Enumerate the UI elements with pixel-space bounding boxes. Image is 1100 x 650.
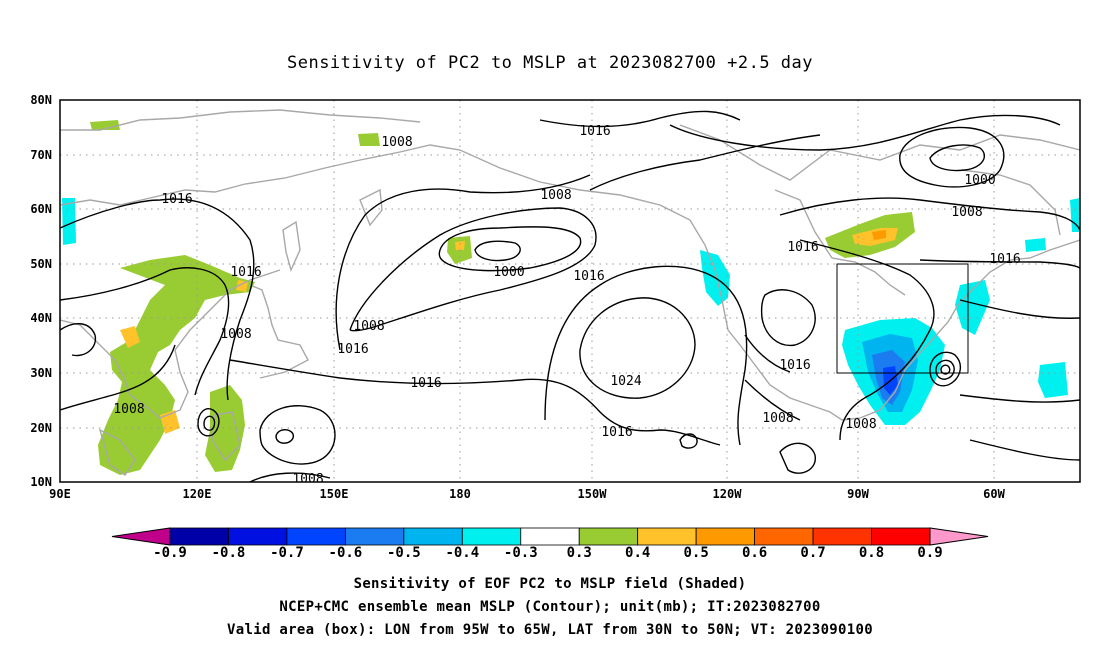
- lon-tick-label: 90E: [49, 487, 71, 501]
- latitude-ticks: 80N 70N 60N 50N 40N 30N 20N 10N: [30, 93, 52, 489]
- lat-tick-label: 10N: [30, 475, 52, 489]
- colorbar-swatch: [461, 527, 522, 546]
- lon-tick-label: 120E: [183, 487, 212, 501]
- valid-area-box: [836, 263, 969, 374]
- colorbar-label: 0.4: [625, 545, 650, 561]
- contour-label: 1016: [573, 269, 604, 284]
- lon-tick-label: 180: [449, 487, 471, 501]
- grid: [60, 100, 1080, 482]
- contour-label: 1008: [845, 417, 876, 432]
- longitude-ticks: 90E 120E 150E 180 150W 120W 90W 60W: [49, 487, 1005, 501]
- contour-label: 1016: [779, 358, 810, 373]
- contour-label: 1016: [230, 265, 261, 280]
- colorbar-swatch: [637, 527, 697, 546]
- colorbar-labels: -0.9 -0.8 -0.7 -0.6 -0.5 -0.4 -0.3 0.3 0.4 0.5 0.6…: [153, 545, 943, 561]
- lat-tick-label: 20N: [30, 421, 52, 435]
- lat-tick-label: 80N: [30, 93, 52, 107]
- lat-tick-label: 30N: [30, 366, 52, 380]
- contour-labels: 1008 1016 1016 1008 1016 1000 1008 1016 …: [113, 124, 1020, 487]
- colorbar-swatch: [169, 527, 229, 546]
- contour-label: 1016: [989, 252, 1020, 267]
- colorbar-arrow-high: [929, 527, 989, 546]
- colorbar-label: -0.9: [153, 545, 187, 561]
- lat-tick-label: 40N: [30, 311, 52, 325]
- colorbar-swatch: [520, 527, 580, 546]
- colorbar-label: 0.9: [917, 545, 942, 561]
- lon-tick-label: 120W: [713, 487, 743, 501]
- colorbar-swatch: [403, 527, 463, 546]
- colorbar-swatch: [871, 527, 931, 546]
- map-frame: [59, 99, 1081, 483]
- colorbar-label: 0.3: [567, 545, 592, 561]
- contour-label: 1016: [161, 192, 192, 207]
- colorbar-label: 0.6: [742, 545, 767, 561]
- colorbar-swatch: [754, 527, 814, 546]
- contour-label: 1016: [337, 342, 368, 357]
- lon-tick-label: 60W: [983, 487, 1005, 501]
- caption-line-1: Sensitivity of EOF PC2 to MSLP field (Sh…: [354, 576, 747, 592]
- colorbar-label: 0.8: [859, 545, 884, 561]
- colorbar-label: -0.4: [445, 545, 479, 561]
- caption-line-2: NCEP+CMC ensemble mean MSLP (Contour); u…: [279, 599, 820, 615]
- colorbar-swatch: [812, 527, 872, 546]
- contour-label: 1016: [410, 376, 441, 391]
- colorbar-label: -0.7: [270, 545, 304, 561]
- lat-tick-label: 60N: [30, 202, 52, 216]
- contour-label: 1008: [220, 327, 251, 342]
- lon-tick-label: 150E: [320, 487, 349, 501]
- colorbar: [111, 527, 989, 546]
- colorbar-label: -0.8: [212, 545, 246, 561]
- colorbar-label: 0.5: [684, 545, 709, 561]
- colorbar-label: -0.5: [387, 545, 421, 561]
- contour-label: 1008: [762, 411, 793, 426]
- colorbar-label: -0.6: [329, 545, 363, 561]
- lat-tick-label: 70N: [30, 148, 52, 162]
- caption-line-3: Valid area (box): LON from 95W to 65W, L…: [227, 622, 873, 638]
- contour-label: 1016: [601, 425, 632, 440]
- contour-label: 1016: [787, 240, 818, 255]
- contour-label: 1024: [610, 374, 641, 389]
- colorbar-swatch: [344, 527, 405, 546]
- contour-label: 1008: [381, 135, 412, 150]
- lon-tick-label: 150W: [578, 487, 608, 501]
- contour-label: 1008: [951, 205, 982, 220]
- colorbar-label: 0.7: [800, 545, 825, 561]
- contour-label: 1008: [353, 319, 384, 334]
- lon-tick-label: 90W: [847, 487, 869, 501]
- contour-label: 1000: [964, 173, 995, 188]
- contour-label: 1000: [493, 265, 524, 280]
- colorbar-arrow-low: [111, 527, 171, 546]
- coastlines: [60, 109, 1080, 476]
- colorbar-swatch: [578, 527, 639, 546]
- colorbar-swatch: [286, 527, 346, 546]
- mslp-contours: [60, 110, 1080, 482]
- colorbar-swatch: [228, 527, 288, 546]
- colorbar-label: -0.3: [504, 545, 538, 561]
- contour-label: 1008: [113, 402, 144, 417]
- contour-label: 1016: [579, 124, 610, 139]
- contour-label: 1008: [292, 472, 323, 487]
- figure-title: Sensitivity of PC2 to MSLP at 2023082700…: [287, 53, 813, 73]
- colorbar-swatch: [695, 527, 756, 546]
- contour-label: 1008: [540, 188, 571, 203]
- lat-tick-label: 50N: [30, 257, 52, 271]
